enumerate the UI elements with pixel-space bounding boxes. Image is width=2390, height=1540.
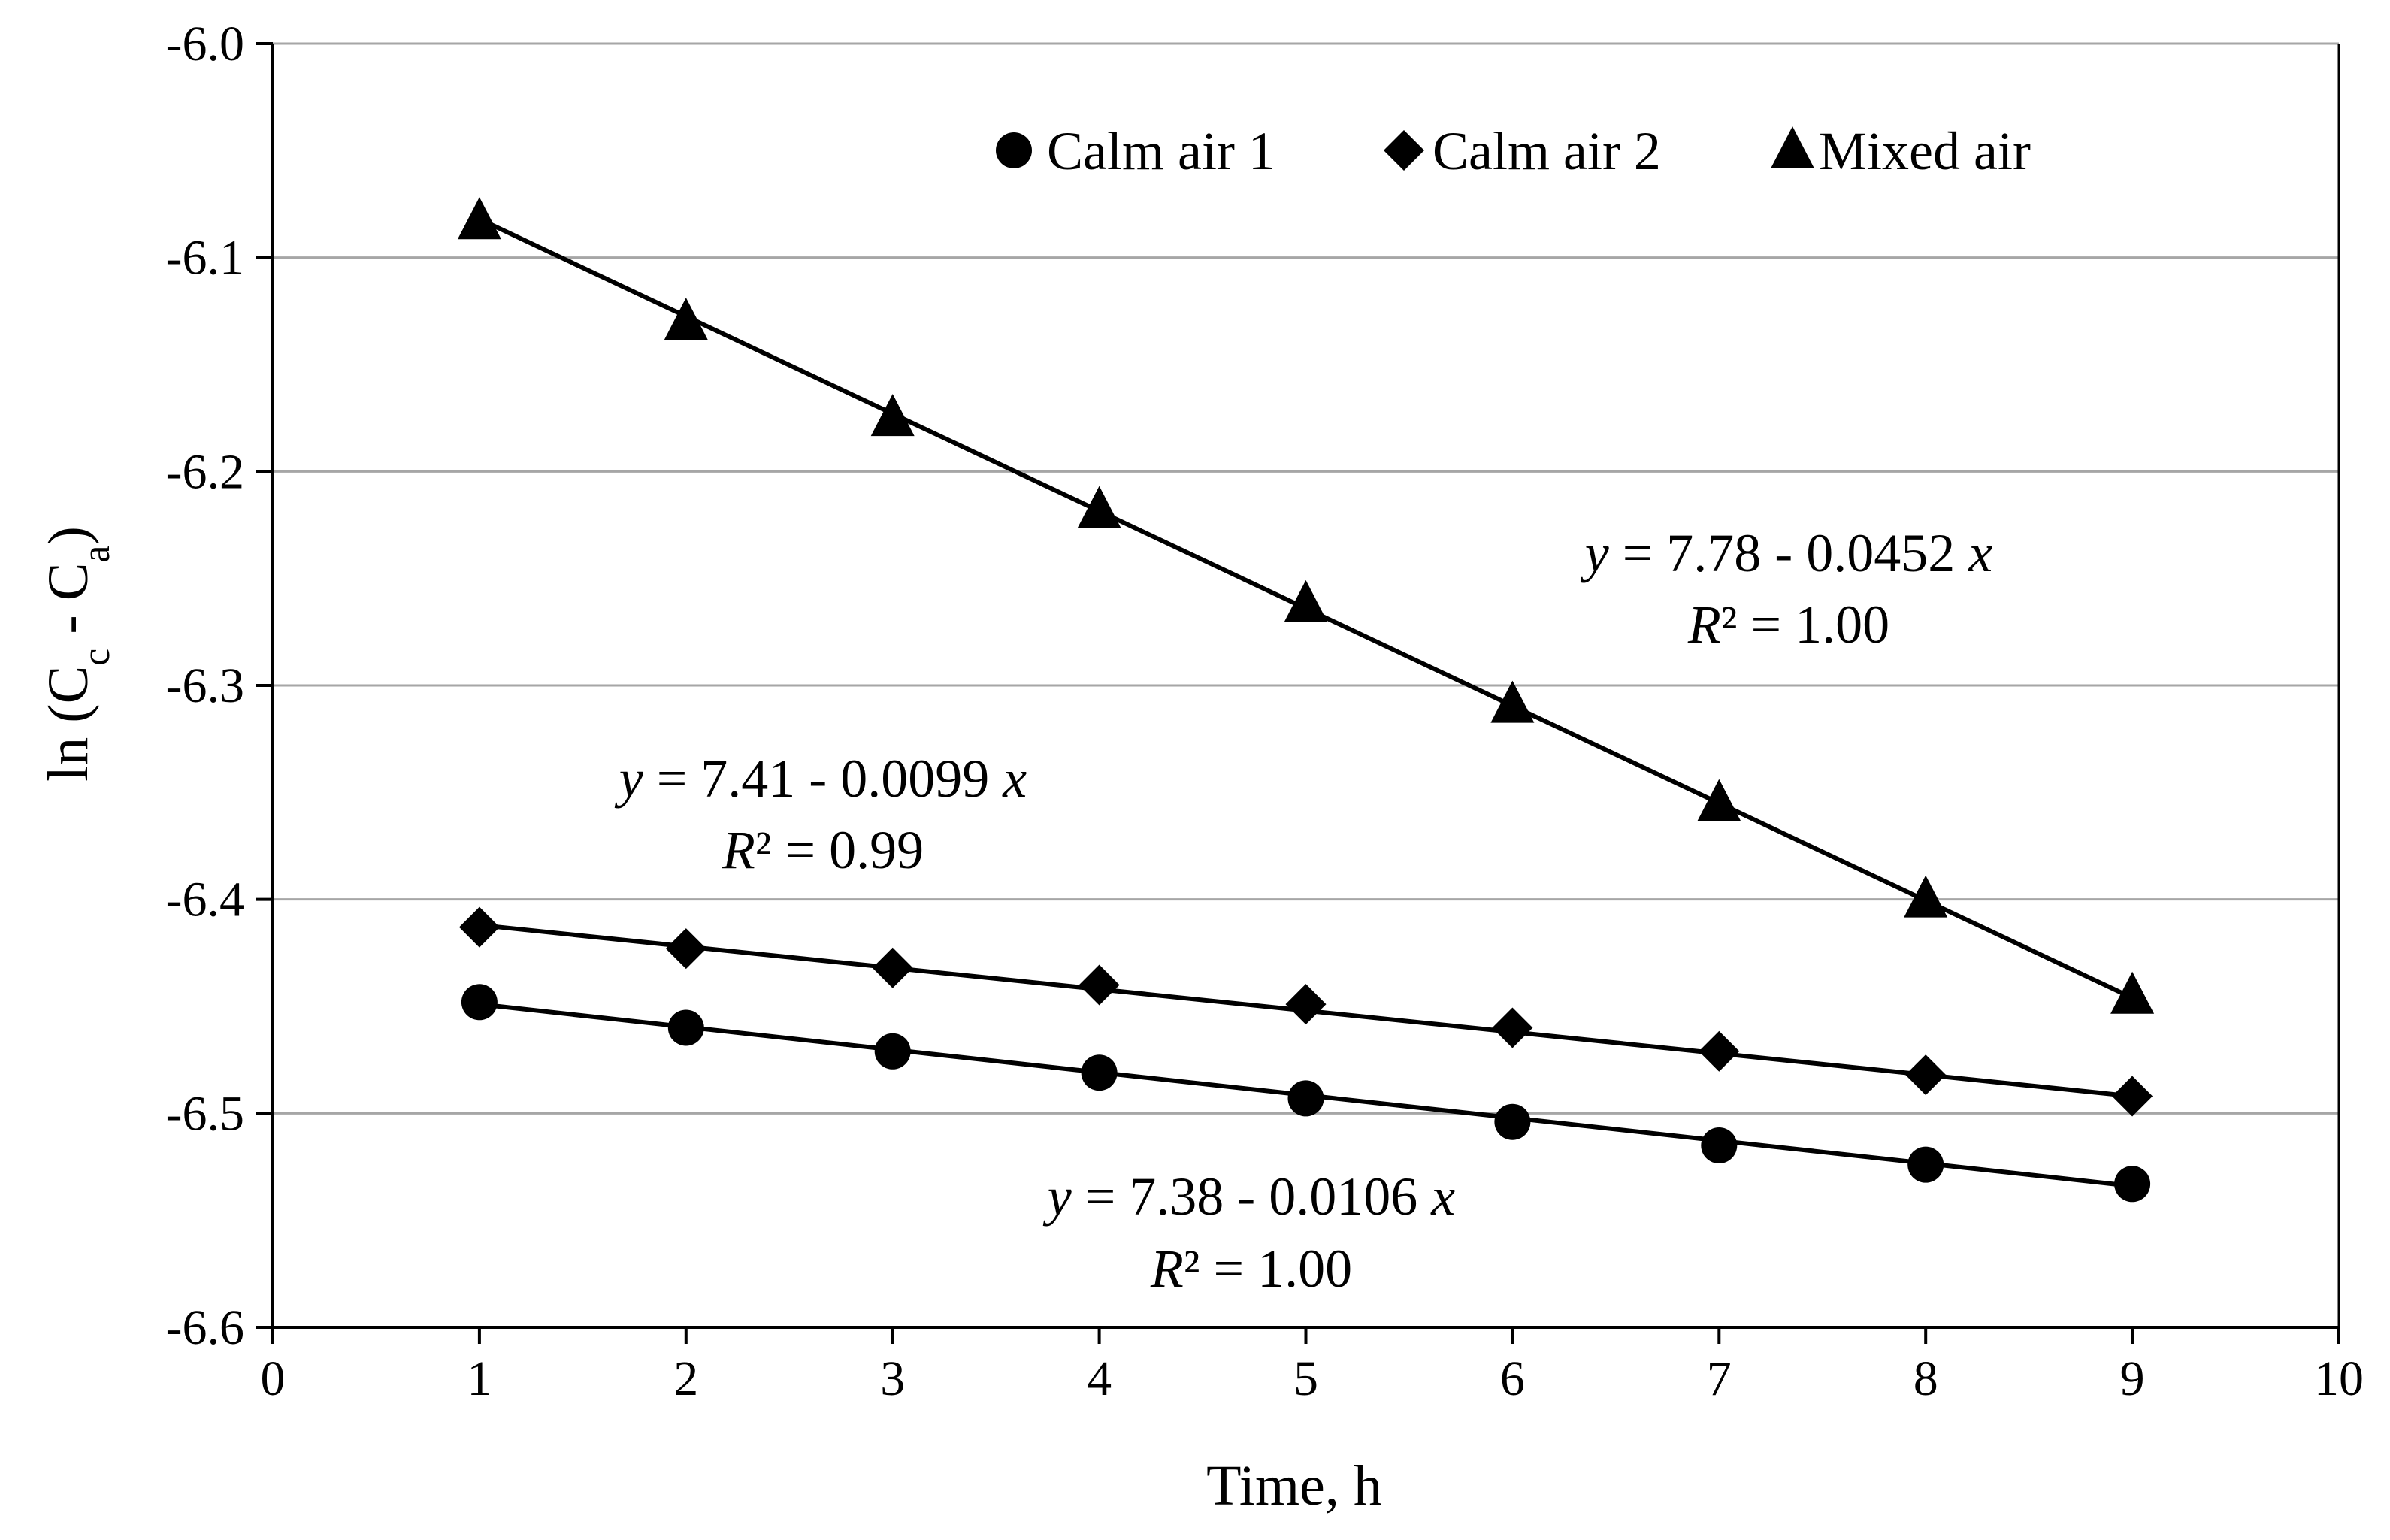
y-tick-label: -6.3 (166, 658, 244, 713)
equation-calm-air-1-line2: R² = 1.00 (1150, 1239, 1352, 1299)
marker-calm-air-1 (1494, 1103, 1531, 1140)
marker-calm-air-1 (1081, 1054, 1118, 1091)
marker-calm-air-2 (1699, 1030, 1740, 1072)
x-tick-label: 10 (2314, 1351, 2364, 1406)
x-axis-title: Time, h (1206, 1454, 1382, 1517)
x-tick-label: 2 (673, 1351, 698, 1406)
y-tick-label: -6.1 (166, 231, 244, 286)
gridlines (273, 42, 2339, 1115)
x-tick-label: 7 (1707, 1351, 1732, 1406)
marker-calm-air-2 (458, 906, 500, 948)
marker-calm-air-1 (1701, 1127, 1738, 1164)
x-tick-label: 3 (880, 1351, 905, 1406)
marker-calm-air-2 (872, 947, 913, 988)
y-tick-label: -6.6 (166, 1300, 244, 1355)
marker-mixed-air (870, 394, 915, 437)
legend-marker-mixed-air (1771, 126, 1814, 168)
marker-mixed-air (1284, 579, 1328, 622)
marker-mixed-air (1904, 875, 1948, 918)
x-tick-labels: 0 1 2 3 4 5 6 7 8 9 10 (261, 1351, 2364, 1406)
y-tick-label: -6.4 (166, 873, 244, 927)
marker-calm-air-1 (874, 1033, 911, 1070)
legend-label-calm-air-1: Calm air 1 (1047, 121, 1275, 181)
marker-calm-air-1 (1287, 1080, 1324, 1117)
marker-calm-air-2 (1905, 1054, 1947, 1096)
marker-mixed-air (2110, 971, 2155, 1014)
y-axis-title: ln (Cc - Ca) (37, 526, 118, 782)
marker-calm-air-2 (665, 928, 706, 970)
marker-calm-air-2 (2112, 1076, 2153, 1117)
y-tick-label: -6.5 (166, 1086, 244, 1141)
legend: Calm air 1 Calm air 2 Mixed air (996, 121, 2031, 181)
x-tick-label: 6 (1500, 1351, 1525, 1406)
axes (256, 42, 2340, 1344)
data-markers (457, 197, 2155, 1203)
x-tick-label: 4 (1087, 1351, 1112, 1406)
x-tick-label: 0 (261, 1351, 286, 1406)
x-tick-label: 9 (2120, 1351, 2145, 1406)
y-tick-label: -6.2 (166, 444, 244, 499)
legend-marker-calm-air-1 (996, 132, 1032, 168)
marker-mixed-air (1077, 486, 1121, 528)
marker-mixed-air (1490, 680, 1535, 723)
marker-mixed-air (664, 298, 708, 340)
x-tick-label: 8 (1914, 1351, 1938, 1406)
legend-marker-calm-air-2 (1384, 130, 1424, 171)
legend-label-mixed-air: Mixed air (1819, 121, 2031, 181)
y-tick-label: -6.0 (166, 17, 244, 71)
equation-calm-air-2-line1: y = 7.41 - 0.0099 x (614, 749, 1027, 809)
x-tick-label: 5 (1293, 1351, 1318, 1406)
marker-calm-air-2 (1492, 1007, 1533, 1048)
marker-mixed-air (457, 197, 501, 240)
equation-calm-air-2-line2: R² = 0.99 (722, 820, 924, 880)
marker-calm-air-2 (1079, 964, 1120, 1006)
equation-mixed-air-line2: R² = 1.00 (1687, 595, 1889, 655)
equation-mixed-air-line1: y = 7.78 - 0.0452 x (1580, 523, 1993, 583)
x-tick-label: 1 (467, 1351, 492, 1406)
marker-calm-air-2 (1285, 984, 1327, 1025)
y-tick-labels: -6.6 -6.5 -6.4 -6.3 -6.2 -6.1 -6.0 (166, 17, 244, 1355)
marker-calm-air-1 (667, 1009, 704, 1046)
marker-calm-air-1 (461, 984, 498, 1021)
marker-calm-air-1 (1907, 1146, 1944, 1183)
marker-mixed-air (1697, 779, 1741, 821)
marker-calm-air-1 (2114, 1166, 2151, 1203)
legend-label-calm-air-2: Calm air 2 (1432, 121, 1661, 181)
equation-calm-air-1-line1: y = 7.38 - 0.0106 x (1042, 1166, 1456, 1227)
